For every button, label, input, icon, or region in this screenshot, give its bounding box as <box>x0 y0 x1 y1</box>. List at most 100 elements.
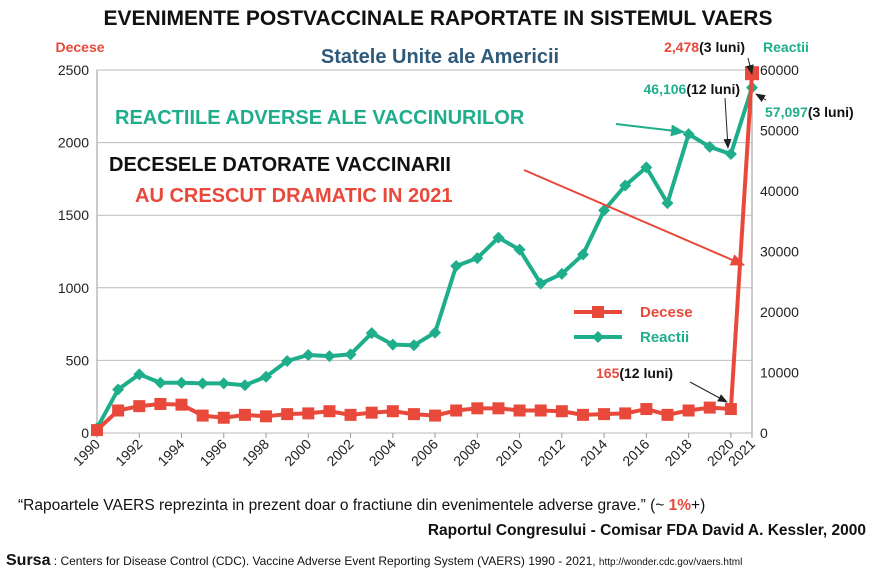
y-right-tick-label: 40000 <box>760 183 799 199</box>
legend-reactii-label: Reactii <box>640 329 689 346</box>
data-point-reactii <box>260 370 273 383</box>
data-point-reactii <box>429 326 442 339</box>
data-point-decese <box>492 402 505 415</box>
data-point-decese <box>133 400 146 413</box>
y-right-tick-label: 50000 <box>760 123 799 139</box>
data-point-reactii <box>661 197 674 210</box>
y-left-tick-label: 1500 <box>58 207 89 223</box>
reactions-2021-arrow <box>755 93 767 103</box>
x-tick-label: 1996 <box>197 436 230 469</box>
data-point-decese <box>217 411 230 424</box>
data-point-reactii <box>344 348 357 361</box>
footer-attribution: Raportul Congresului - Comisar FDA David… <box>428 522 866 539</box>
data-point-decese <box>555 405 568 418</box>
data-point-reactii <box>175 376 188 389</box>
data-point-reactii <box>365 327 378 340</box>
x-tick-label: 2004 <box>366 436 399 469</box>
data-point-decese <box>238 408 251 421</box>
data-point-reactii <box>386 338 399 351</box>
x-tick-label: 1998 <box>239 436 272 469</box>
data-point-decese <box>471 402 484 415</box>
x-ticks: 1990 1992 1994 1996 1998 2000 2002 2004 2006 2008… <box>70 433 758 469</box>
y-right-tick-label: 10000 <box>760 365 799 381</box>
y-right-tick-label: 20000 <box>760 304 799 320</box>
deaths-headline-line2: AU CRESCUT DRAMATIC IN 2021 <box>135 185 452 207</box>
data-point-decese <box>323 405 336 418</box>
data-point-decese <box>281 408 294 421</box>
x-tick-label: 2008 <box>450 436 483 469</box>
data-point-reactii <box>154 376 167 389</box>
gridlines <box>97 69 752 434</box>
x-tick-label: 1990 <box>70 436 103 469</box>
y-left-axis-title: Decese <box>55 39 104 55</box>
data-point-reactii <box>555 267 568 280</box>
series-reactii <box>91 81 758 435</box>
data-point-decese <box>682 404 695 417</box>
data-point-reactii <box>492 231 505 244</box>
x-tick-label: 2000 <box>281 436 314 469</box>
data-point-decese <box>154 397 167 410</box>
y-right-tick-label: 60000 <box>760 62 799 78</box>
deaths-headline-arrow <box>523 169 745 266</box>
data-point-decese <box>640 403 653 416</box>
data-point-decese <box>365 406 378 419</box>
y-right-tick-label: 30000 <box>760 244 799 260</box>
data-point-reactii <box>281 355 294 368</box>
x-tick-label: 2010 <box>492 436 525 469</box>
reactions-headline-arrow <box>615 123 685 137</box>
legend-decese-marker <box>592 306 604 318</box>
data-point-reactii <box>112 383 125 396</box>
data-point-decese <box>175 398 188 411</box>
y-right-axis-title: Reactii <box>763 39 809 55</box>
footer-source: Sursa : Centers for Disease Control (CDC… <box>6 552 742 569</box>
y-left-tick-label: 1000 <box>58 280 89 296</box>
chart-title: EVENIMENTE POSTVACCINALE RAPORTATE IN SI… <box>104 7 773 30</box>
data-point-reactii <box>598 204 611 217</box>
legend: Decese Reactii <box>574 304 693 346</box>
data-point-decese <box>302 407 315 420</box>
data-point-reactii <box>534 277 547 290</box>
x-tick-label: 2016 <box>619 436 652 469</box>
data-point-decese <box>91 424 103 437</box>
data-point-decese <box>112 404 125 417</box>
data-point-decese <box>534 404 547 417</box>
data-point-decese <box>661 408 674 421</box>
y-left-tick-label: 2500 <box>58 62 89 78</box>
data-point-decese <box>703 401 716 414</box>
x-tick-label: 2012 <box>535 436 568 469</box>
data-point-reactii <box>217 377 230 390</box>
data-point-reactii <box>576 248 589 261</box>
deaths-2020-arrow <box>689 381 728 403</box>
legend-reactii-marker <box>592 331 604 343</box>
y-left-tick-label: 2000 <box>58 135 89 151</box>
data-point-reactii <box>133 368 146 381</box>
reactions-headline: REACTIILE ADVERSE ALE VACCINURILOR <box>115 107 525 129</box>
data-point-decese <box>344 408 357 421</box>
x-tick-label: 2006 <box>408 436 441 469</box>
legend-decese-label: Decese <box>640 304 693 321</box>
data-point-reactii <box>450 260 463 273</box>
data-point-decese <box>386 405 399 418</box>
y-left-tick-label: 500 <box>66 352 90 368</box>
deaths-headline-bg <box>104 149 524 211</box>
data-point-decese <box>598 408 611 421</box>
data-point-decese <box>619 407 632 420</box>
reactions-2020-label: 46,106(12 luni) <box>644 81 741 97</box>
data-point-decese <box>196 409 209 422</box>
data-point-reactii <box>724 148 737 161</box>
x-tick-label: 2018 <box>661 436 694 469</box>
y-left-ticks: 0 500 1000 1500 2000 2500 <box>58 62 89 441</box>
data-point-reactii <box>682 128 695 141</box>
data-point-reactii <box>471 252 484 265</box>
x-tick-label: 1992 <box>112 436 145 469</box>
data-point-reactii <box>513 243 526 256</box>
data-point-decese <box>429 409 442 422</box>
data-point-reactii <box>302 348 315 361</box>
data-point-reactii <box>703 140 716 153</box>
x-tick-label: 2014 <box>577 436 610 469</box>
deaths-headline-line1: DECESELE DATORATE VACCINARII <box>109 154 451 176</box>
chart-subtitle: Statele Unite ale Americii <box>321 46 559 68</box>
footer-quote: “Rapoartele VAERS reprezinta in prezent … <box>18 497 705 514</box>
data-point-decese <box>576 408 589 421</box>
